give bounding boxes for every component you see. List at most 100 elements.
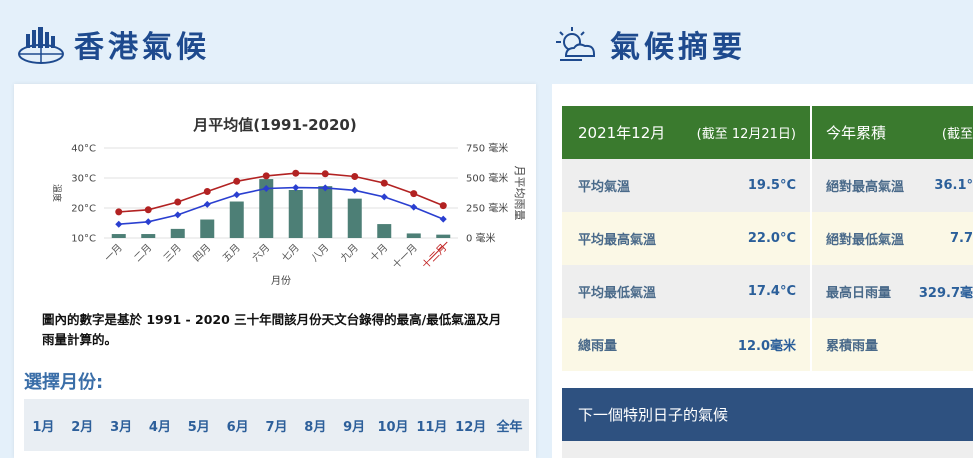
summary-row: 總雨量 12.0毫米 累積雨量 (562, 318, 973, 371)
min-temp-point (380, 193, 388, 201)
min-temp-point (115, 220, 123, 228)
climate-chart-card: 月平均值(1991-2020) 40°C 30°C 20°C 10°C 750 毫米 50… (14, 84, 536, 458)
summary-table: 2021年12月 (截至 12月21日) 今年累積 (截至 平均氣溫 19.5°C… (562, 106, 973, 371)
sun-cloud-icon (556, 27, 595, 61)
max-temp-point (262, 172, 270, 180)
min-temp-point (410, 203, 418, 211)
summary-row: 平均最低氣溫 17.4°C 最高日雨量 329.7毫 (562, 265, 973, 318)
ytd-stat-label: 絕對最低氣溫 (826, 233, 905, 248)
max-temp-point (321, 170, 329, 178)
month-stat-value: 12.0毫米 (737, 339, 796, 354)
x-axis-tick: 六月 (250, 242, 273, 265)
rain-bar (377, 224, 392, 238)
x-axis-highlight-underline (428, 241, 448, 261)
x-axis-tick: 五月 (220, 242, 243, 265)
summary-header-row: 2021年12月 (截至 12月21日) 今年累積 (截至 (562, 106, 973, 159)
min-temp-point (292, 184, 300, 192)
monthly-climate-chart: 40°C 30°C 20°C 10°C 750 毫米 500 毫米 250 毫米 0 毫米 溫度… (51, 142, 526, 288)
min-temp-point (439, 215, 447, 223)
max-temp-point (233, 177, 241, 185)
max-temp-point (174, 198, 182, 206)
month-button-4[interactable]: 4月 (148, 419, 171, 435)
y-axis-right-tick: 250 毫米 (466, 202, 508, 215)
ytd-stat: 最高日雨量 329.7毫 (812, 265, 973, 318)
min-temp-point (174, 211, 182, 219)
month-stat-label: 平均最低氣溫 (578, 286, 657, 301)
x-axis-tick: 十一月 (389, 241, 419, 271)
climate-title-text: 香港氣候 (74, 30, 210, 65)
ytd-stat-value: 7.7 (949, 231, 973, 246)
max-temp-point (351, 173, 359, 180)
current-month-label: 2021年12月 (578, 124, 666, 142)
month-button-1[interactable]: 1月 (32, 419, 55, 435)
y-axis-right-title: 月平均雨量 (513, 166, 526, 221)
month-button-3[interactable]: 3月 (110, 419, 133, 435)
x-axis-tick: 三月 (161, 242, 184, 265)
special-day-content (562, 441, 973, 458)
max-temp-point (203, 188, 211, 195)
rain-bar (200, 219, 215, 238)
ytd-stat-label: 最高日雨量 (826, 286, 892, 301)
x-axis-title: 月份 (271, 275, 291, 287)
ytd-stat-label: 絕對最高氣溫 (826, 180, 905, 195)
ytd-stat: 累積雨量 (812, 318, 973, 371)
summary-title-text: 氣候摘要 (610, 30, 746, 65)
summary-row: 平均氣溫 19.5°C 絕對最高氣溫 36.1° (562, 159, 973, 212)
year-to-date-header: 今年累積 (截至 (812, 106, 973, 159)
temp-line (118, 172, 444, 213)
max-temp-point (410, 190, 418, 198)
month-stat: 平均最低氣溫 17.4°C (562, 265, 812, 318)
rain-bar (406, 233, 421, 238)
month-stat-label: 總雨量 (578, 339, 618, 354)
year-to-date-label: 今年累積 (826, 124, 887, 142)
min-temp-point (351, 186, 359, 194)
month-button-5[interactable]: 5月 (187, 419, 210, 435)
month-button-11[interactable]: 11月 (416, 419, 448, 435)
next-special-day-header[interactable]: 下一個特別日子的氣候 (562, 388, 973, 441)
year-to-date-asof: (截至 (941, 127, 973, 142)
month-button-2[interactable]: 2月 (71, 419, 94, 435)
ytd-stat-value: 36.1° (934, 178, 973, 193)
month-stat-label: 平均氣溫 (578, 180, 631, 195)
month-button-9[interactable]: 9月 (343, 419, 366, 435)
month-button-6[interactable]: 6月 (226, 419, 249, 435)
max-temp-point (439, 202, 447, 210)
summary-rows: 平均氣溫 19.5°C 絕對最高氣溫 36.1° 平均最高氣溫 22.0°C 絕對最低氣溫 7… (562, 159, 973, 371)
month-button-8[interactable]: 8月 (304, 419, 327, 435)
ytd-stat-label: 累積雨量 (826, 339, 879, 354)
max-temp-point (115, 208, 123, 216)
min-temp-point (321, 184, 329, 192)
current-month-asof: (截至 12月21日) (696, 127, 796, 142)
summary-row: 平均最高氣溫 22.0°C 絕對最低氣溫 7.7 (562, 212, 973, 265)
x-axis-tick: 二月 (132, 242, 155, 265)
x-axis-tick: 八月 (309, 242, 332, 265)
month-stat: 總雨量 12.0毫米 (562, 318, 812, 371)
x-axis-tick: 一月 (102, 242, 125, 265)
rain-bar (436, 234, 451, 238)
chart-note: 圖內的數字是基於 1991 - 2020 三十年間該月份天文台錄得的最高/最低氣… (42, 312, 502, 347)
month-stat: 平均最高氣溫 22.0°C (562, 212, 812, 265)
month-button-7[interactable]: 7月 (265, 419, 288, 435)
temp-line (118, 186, 444, 225)
rain-bar (347, 198, 362, 238)
max-temp-point (292, 169, 300, 177)
max-temp-point (144, 206, 152, 214)
month-button-10[interactable]: 10月 (377, 419, 409, 435)
x-axis-tick: 十月 (367, 241, 390, 264)
min-temp-point (233, 191, 241, 199)
month-button-13[interactable]: 全年 (496, 419, 523, 435)
y-axis-right-tick: 500 毫米 (466, 172, 508, 185)
climate-section-title: 香港氣候 (16, 22, 210, 66)
x-axis-tick: 十二月 (419, 241, 449, 271)
current-month-header: 2021年12月 (截至 12月21日) (562, 106, 812, 159)
month-stat-value: 22.0°C (747, 231, 796, 246)
summary-section-title: 氣候摘要 (552, 22, 746, 66)
y-axis-right-tick: 750 毫米 (466, 142, 508, 155)
month-stat: 平均氣溫 19.5°C (562, 159, 812, 212)
min-temp-point (262, 185, 270, 192)
y-axis-left-tick: 40°C (71, 144, 96, 155)
y-axis-left-title: 溫度 (51, 184, 63, 202)
month-button-12[interactable]: 12月 (455, 419, 487, 435)
x-axis-tick: 九月 (338, 242, 361, 265)
rain-bar (318, 186, 333, 238)
